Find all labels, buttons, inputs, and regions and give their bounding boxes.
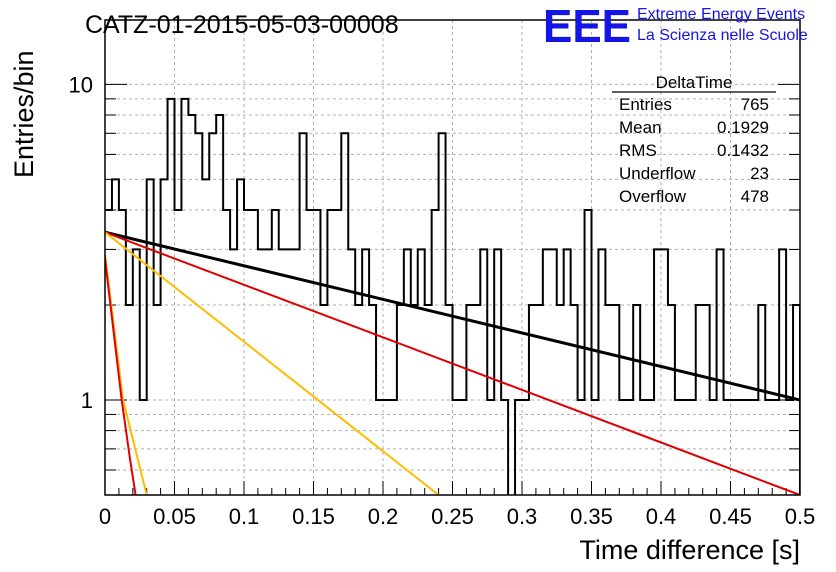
stats-row-label: Underflow (619, 164, 696, 183)
stats-row-label: Entries (619, 95, 672, 114)
x-tick-label: 0.35 (570, 504, 613, 529)
x-tick-label: 0.15 (292, 504, 335, 529)
stats-row-label: Overflow (619, 187, 687, 206)
fit-curves (105, 230, 800, 495)
stats-row-value: 0.1929 (717, 118, 769, 137)
x-tick-label: 0.3 (507, 504, 538, 529)
stats-row-value: 0.1432 (717, 141, 769, 160)
x-tick-label: 0.25 (431, 504, 474, 529)
y-tick-labels: 1 10 (69, 72, 93, 413)
x-tick-label: 0.5 (785, 504, 816, 529)
stats-row-label: RMS (619, 141, 657, 160)
x-tick-label: 0.4 (646, 504, 677, 529)
eee-logo-line2: La Scienza nelle Scuole (637, 27, 808, 44)
histogram (105, 97, 800, 495)
fit-curve (105, 258, 137, 495)
x-tick-label: 0 (99, 504, 111, 529)
y-axis-label: Entries/bin (9, 50, 39, 178)
plot-frame (104, 19, 801, 496)
fit-curve (105, 231, 800, 495)
fit-curve (105, 231, 440, 495)
stats-box-title: DeltaTime (656, 73, 733, 92)
fit-curve (105, 230, 800, 402)
x-tick-label: 0.1 (229, 504, 260, 529)
x-tick-labels: 0 0.05 0.1 0.15 0.2 0.25 0.3 0.35 0.4 0.45 0.5 (99, 504, 815, 529)
eee-logo-mark: EEE (543, 0, 631, 52)
stats-row-value: 23 (750, 164, 769, 183)
stats-box-rows: Entries 765 Mean 0.1929 RMS 0.1432 Underflow 23… (619, 95, 769, 206)
x-tick-label: 0.05 (153, 504, 196, 529)
y-tick-label: 1 (81, 388, 93, 413)
grid-lines (105, 20, 800, 495)
x-tick-label: 0.2 (368, 504, 399, 529)
stats-box: DeltaTime Entries 765 Mean 0.1929 RMS 0.1432 U… (612, 73, 776, 206)
histogram-step-line (105, 97, 800, 495)
eee-logo: EEE Extreme Energy Events La Scienza nel… (543, 0, 808, 52)
x-tick-label: 0.45 (709, 504, 752, 529)
stats-row-value: 765 (741, 95, 769, 114)
x-axis-label: Time difference [s] (579, 535, 800, 565)
chart-title: CATZ-01-2015-05-03-00008 (85, 11, 399, 39)
eee-logo-line1: Extreme Energy Events (637, 6, 805, 23)
stats-row-label: Mean (619, 118, 662, 137)
stats-row-value: 478 (741, 187, 769, 206)
y-tick-label: 10 (69, 72, 93, 97)
